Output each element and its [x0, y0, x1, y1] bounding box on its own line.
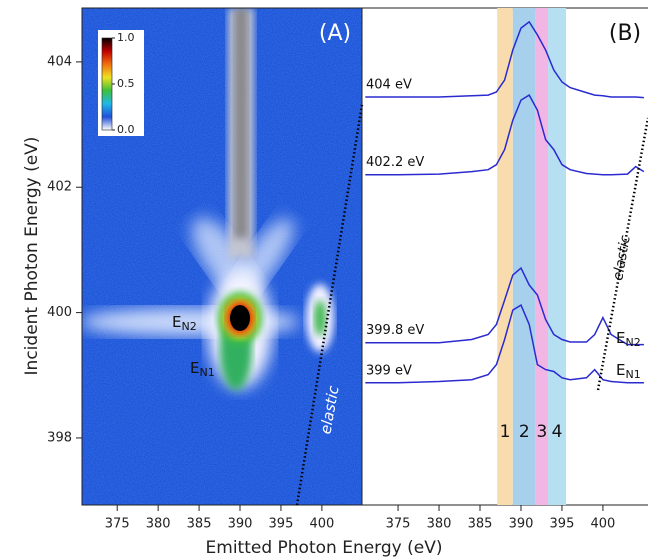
series-label: 399 eV [366, 363, 412, 378]
x-tick-label: 385 [468, 517, 493, 532]
annotation-text: E [616, 361, 625, 379]
colorbar-tick-label: 0.0 [117, 123, 135, 136]
colorbar [101, 37, 113, 131]
band-label: 1 [500, 422, 511, 442]
panel-label: (B) [609, 21, 641, 46]
annotation-subscript: N2 [181, 320, 196, 333]
y-tick-label: 398 [47, 430, 72, 445]
band [548, 8, 567, 505]
x-tick-label: 380 [427, 517, 452, 532]
annotation: EN2 [172, 313, 197, 334]
annotation: EN2 [616, 329, 641, 350]
series-label: 402.2 eV [366, 155, 424, 170]
colorbar-tick-label: 1.0 [117, 31, 135, 44]
x-tick-label: 395 [269, 517, 294, 532]
spectrum-line [365, 266, 644, 346]
x-tick-label: 375 [105, 517, 130, 532]
x-tick-label: 400 [309, 517, 334, 532]
band [535, 8, 549, 505]
annotation-subscript: N1 [625, 368, 640, 381]
x-tick-label: 395 [550, 517, 575, 532]
annotation-subscript: N2 [625, 336, 640, 349]
x-tick-label: 390 [228, 517, 253, 532]
spectrum-line [365, 20, 644, 99]
panel-a-frame [81, 7, 363, 506]
y-axis-label: Incident Photon Energy (eV) [22, 137, 42, 376]
annotation-text: E [172, 313, 181, 331]
annotation: elastic [610, 234, 634, 282]
series-label: 404 eV [366, 77, 412, 92]
x-tick-label: 385 [187, 517, 212, 532]
annotation-text: E [616, 329, 625, 347]
spectrum-line [365, 94, 645, 176]
y-tick-label: 402 [47, 180, 72, 195]
y-tick-label: 404 [47, 54, 72, 69]
band-label: 2 [519, 422, 530, 442]
band [512, 8, 536, 505]
x-tick-label: 400 [591, 517, 616, 532]
x-tick-label: 390 [509, 517, 534, 532]
x-tick-label: 375 [386, 517, 411, 532]
panel-label: (A) [319, 21, 351, 46]
plot-area [365, 8, 645, 505]
annotation-text: E [190, 359, 199, 377]
band-label: 3 [536, 422, 547, 442]
annotation: EN1 [190, 359, 215, 380]
x-axis-label: Emitted Photon Energy (eV) [206, 538, 443, 558]
colorbar-tick-label: 0.5 [117, 77, 135, 90]
spectrum-line [365, 304, 644, 384]
y-tick-label: 400 [47, 305, 72, 320]
band-label: 4 [552, 422, 563, 442]
annotation: EN1 [616, 361, 641, 382]
series-label: 399.8 eV [366, 323, 424, 338]
annotation-subscript: N1 [199, 366, 214, 379]
x-tick-label: 380 [146, 517, 171, 532]
